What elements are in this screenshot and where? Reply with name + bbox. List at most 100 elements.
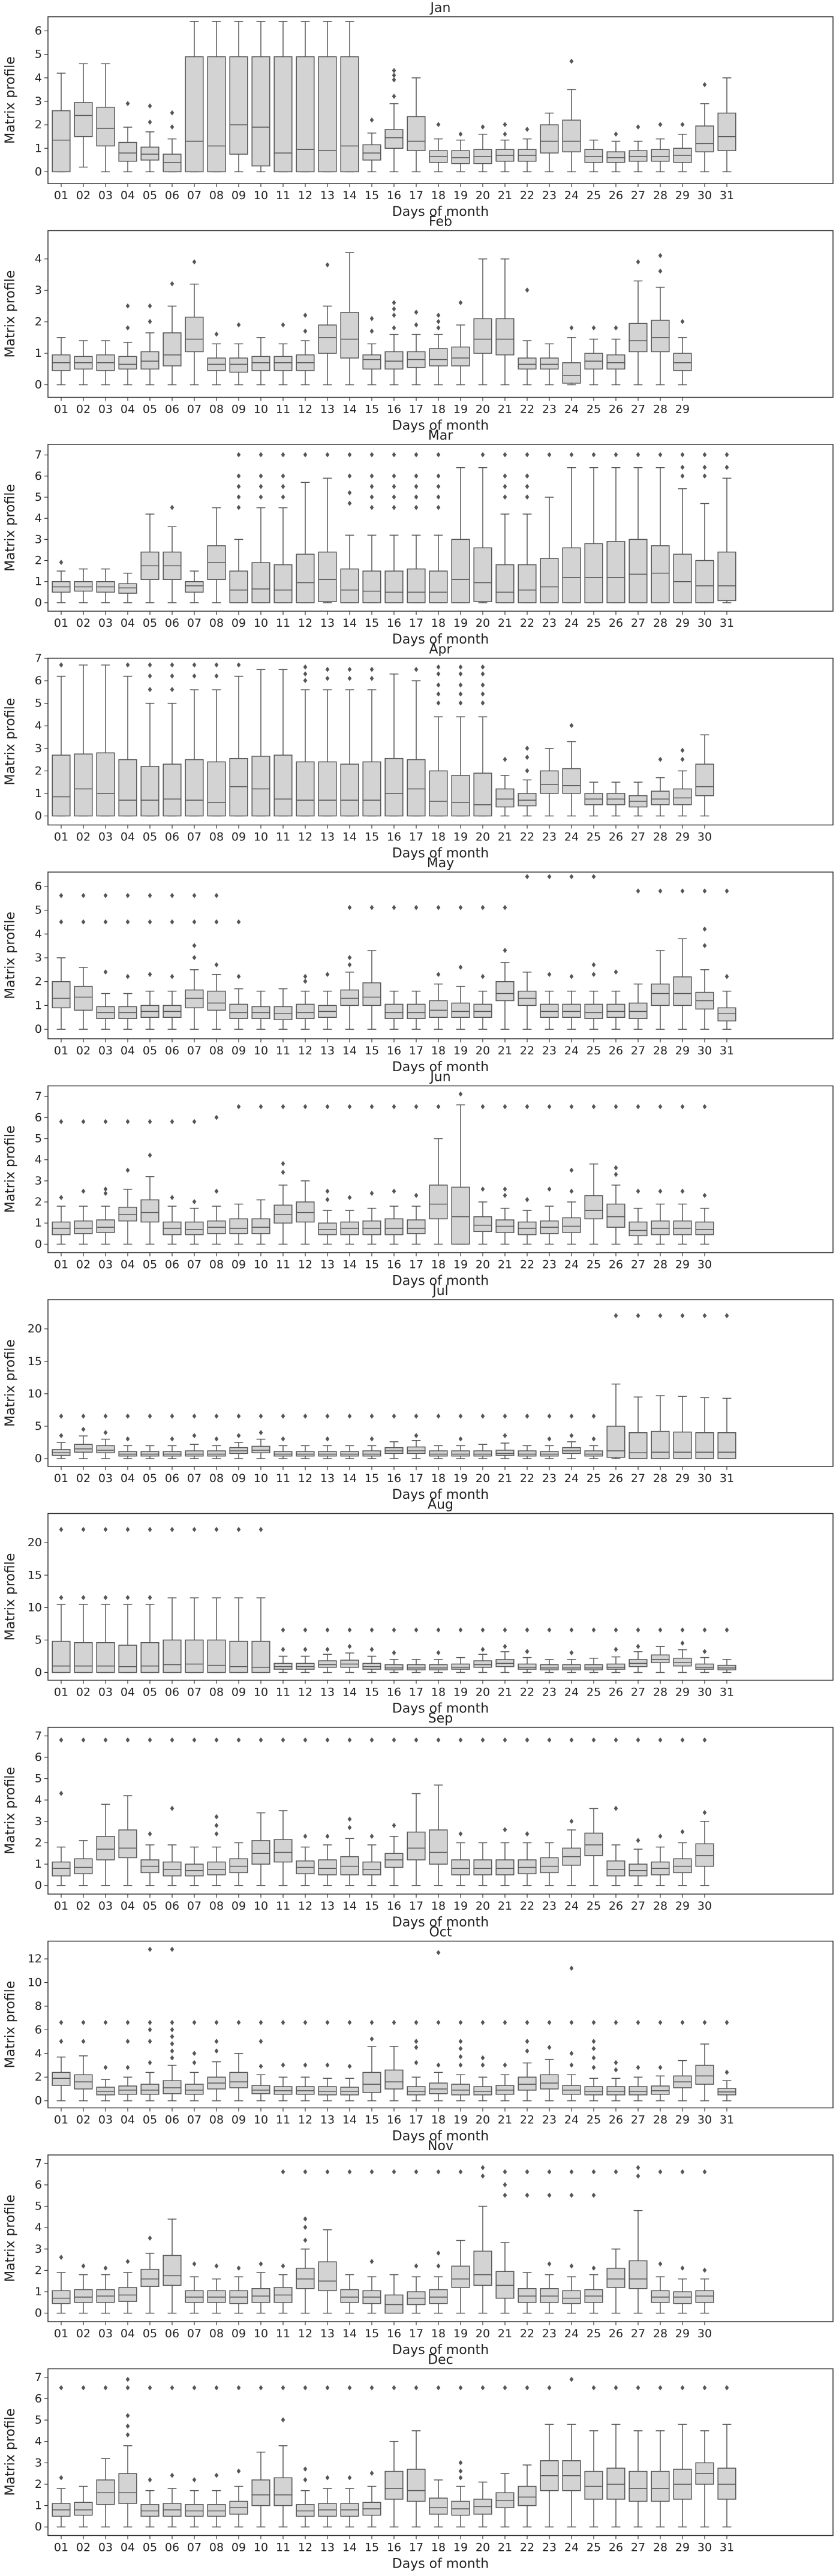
box-12: 12♦♦ (296, 973, 315, 1057)
outlier-marker: ♦ (324, 451, 331, 459)
outlier-marker: ♦ (679, 1103, 686, 1111)
x-tick-label: 03 (98, 403, 113, 416)
x-tick-label: 23 (542, 617, 557, 630)
box-04: 04♦♦ (118, 302, 137, 416)
outlier-marker: ♦ (413, 1103, 420, 1111)
outlier-marker: ♦ (458, 1736, 464, 1744)
box-29: 29♦♦ (673, 1103, 692, 1272)
x-tick-label: 19 (453, 831, 468, 844)
box-20: 20♦ (473, 123, 492, 202)
x-tick-label: 12 (298, 831, 312, 844)
outlier-marker: ♦ (391, 1821, 398, 1830)
outlier-marker: ♦ (569, 1817, 575, 1826)
outlier-marker: ♦ (369, 904, 375, 912)
iqr-box (273, 564, 293, 603)
outlier-marker: ♦ (546, 1626, 553, 1634)
outlier-marker: ♦ (147, 672, 154, 681)
outlier-marker: ♦ (524, 451, 531, 459)
box-03: 03♦♦ (96, 1526, 115, 1699)
outlier-marker: ♦ (369, 1189, 375, 1198)
box-21: 21♦♦♦ (495, 1103, 515, 1272)
box-13: 13 (318, 21, 337, 202)
outlier-marker: ♦ (258, 2260, 264, 2268)
box-28: 28♦♦ (651, 2019, 670, 2127)
x-tick-label: 09 (231, 2327, 246, 2340)
box-04: 04♦♦ (118, 1412, 137, 1485)
x-tick-label: 28 (653, 189, 667, 202)
box-28: 28♦ (651, 756, 670, 844)
iqr-box (473, 773, 492, 817)
y-tick-label: 4 (35, 2047, 42, 2060)
iqr-box (229, 56, 248, 155)
outlier-marker: ♦ (125, 100, 131, 108)
outlier-marker: ♦ (524, 2019, 531, 2027)
box-04: 04♦ (118, 661, 137, 844)
box-03: 03♦♦ (96, 2019, 115, 2127)
box-18: 18♦♦♦♦♦ (429, 451, 448, 630)
iqr-box (185, 316, 204, 353)
x-tick-label: 27 (631, 1044, 645, 1057)
box-02: 02♦♦ (74, 2019, 93, 2127)
y-tick-label: 1 (35, 2285, 42, 2298)
x-tick-label: 25 (587, 1472, 601, 1485)
iqr-box (518, 2076, 537, 2091)
outlier-marker: ♦ (280, 2416, 287, 2424)
iqr-box (340, 764, 359, 817)
outlier-marker: ♦ (213, 1113, 220, 1122)
x-tick-label: 04 (121, 831, 135, 844)
outlier-marker: ♦ (147, 2234, 154, 2243)
x-tick-label: 17 (409, 403, 423, 416)
box-07: 07 (185, 21, 204, 202)
outlier-marker: ♦ (347, 954, 353, 962)
box-14: 14♦♦♦ (340, 1736, 359, 1913)
outlier-marker: ♦ (347, 2019, 353, 2027)
outlier-marker: ♦ (613, 1103, 620, 1111)
x-tick-label: 14 (342, 1472, 357, 1485)
box-08: 08♦ (207, 330, 226, 416)
outlier-marker: ♦ (635, 123, 642, 131)
outlier-marker: ♦ (125, 2258, 131, 2266)
x-tick-label: 01 (54, 1472, 68, 1485)
outlier-marker: ♦ (302, 2384, 309, 2392)
box-06: 06♦ (163, 504, 182, 630)
outlier-marker: ♦ (413, 2262, 420, 2270)
x-tick-label: 03 (98, 1686, 113, 1699)
outlier-marker: ♦ (613, 1736, 620, 1744)
outlier-marker: ♦ (657, 1312, 664, 1320)
iqr-box (273, 1006, 293, 1020)
outlier-marker: ♦ (591, 2192, 597, 2200)
x-tick-label: 17 (409, 1044, 423, 1057)
x-tick-label: 05 (143, 1472, 157, 1485)
box-21: 21♦ (495, 2384, 515, 2554)
outlier-marker: ♦ (347, 1736, 353, 1744)
outlier-marker: ♦ (569, 1736, 575, 1744)
y-tick-label: 3 (35, 284, 42, 297)
outlier-marker: ♦ (324, 1832, 331, 1841)
box-16: 16♦ (384, 2168, 404, 2340)
iqr-box (495, 2271, 515, 2299)
y-tick-label: 0 (35, 1237, 42, 1251)
box-23: 23♦♦♦ (540, 2168, 559, 2340)
outlier-marker: ♦ (635, 1187, 642, 1195)
outlier-marker: ♦ (80, 892, 87, 900)
x-tick-label: 12 (298, 1472, 312, 1485)
outlier-marker: ♦ (702, 2384, 708, 2392)
iqr-box (651, 2290, 670, 2303)
outlier-marker: ♦ (302, 2465, 309, 2473)
box-01: 01 (52, 73, 71, 202)
box-27: 27♦ (629, 887, 648, 1057)
box-05: 05♦♦ (140, 302, 160, 416)
x-axis-label: Days of month (392, 2557, 489, 2572)
y-tick-label: 10 (28, 1387, 42, 1400)
outlier-marker: ♦ (347, 2384, 353, 2392)
box-08: 08 (207, 507, 226, 630)
iqr-box (473, 2250, 492, 2286)
outlier-marker: ♦ (369, 504, 375, 512)
x-tick-label: 18 (431, 1686, 446, 1699)
box-25: 25 (584, 139, 603, 202)
iqr-box (518, 793, 537, 807)
outlier-marker: ♦ (236, 1526, 242, 1534)
box-27: 27♦♦ (629, 1103, 648, 1272)
iqr-box (207, 2290, 226, 2303)
iqr-box (717, 1432, 736, 1459)
